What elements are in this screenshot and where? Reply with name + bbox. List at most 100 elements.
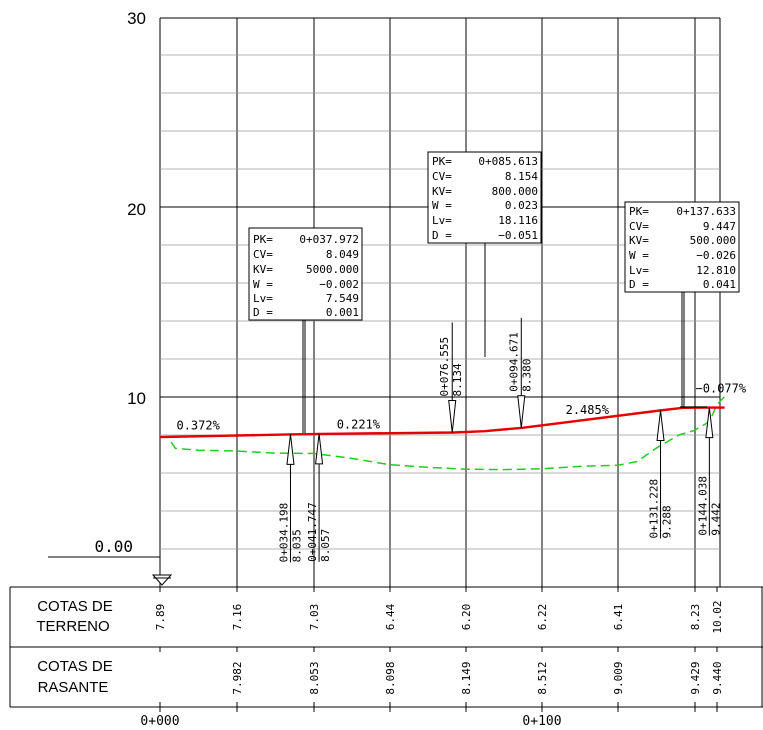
curve-key: W = — [253, 278, 273, 291]
curve-value: 0+085.613 — [478, 155, 538, 168]
curve-value: 0+137.633 — [676, 205, 736, 218]
curve-key: W = — [432, 199, 452, 212]
terreno-line — [159, 396, 726, 471]
terreno-value: 7.03 — [308, 604, 321, 631]
terreno-value: 10.02 — [711, 600, 724, 633]
terreno-value: 6.20 — [460, 604, 473, 631]
datum-triangle-icon — [151, 574, 173, 586]
station-label-100: 0+100 — [522, 714, 561, 729]
curve-key: W = — [629, 249, 649, 262]
curve-key: CV= — [629, 220, 649, 233]
curve-value: −0.051 — [498, 229, 538, 242]
curve-value: 9.447 — [703, 220, 736, 233]
point-station-label: 0+144.038 — [696, 476, 709, 536]
curve-value: 12.810 — [696, 264, 736, 277]
rasante-value: 7.982 — [231, 661, 244, 694]
point-station-label: 0+094.671 — [507, 332, 520, 392]
rasante-value: 8.053 — [308, 661, 321, 694]
curve-value: 500.000 — [690, 234, 736, 247]
curve-value: 800.000 — [492, 185, 538, 198]
vertical-curve-box-1: PK= 0+037.972 CV= 8.049 KV= 5000.000 W =… — [248, 227, 363, 321]
rasante-value: 9.429 — [689, 661, 702, 694]
point-arrow-icon — [705, 407, 714, 439]
point-cota-label: 9.442 — [709, 502, 722, 535]
points-layer: 0+034.198 8.035 0+041.747 8.057 0+076.555 8.1… — [277, 317, 722, 563]
row2-label-line1: COTAS DE — [37, 658, 113, 675]
curve-key: PK= — [629, 205, 649, 218]
row1-label-line2: TERRENO — [36, 618, 109, 635]
point-cota-label: 8.035 — [290, 529, 303, 562]
rasante-value: 9.009 — [612, 661, 625, 694]
curve-value: 18.116 — [498, 214, 538, 227]
vertical-curve-box-3: PK= 0+137.633 CV= 9.447 KV= 500.000 W = … — [624, 201, 740, 293]
rasante-value: 8.512 — [536, 661, 549, 694]
profile-point: 0+131.228 9.288 — [648, 410, 674, 539]
curve-value: 8.049 — [326, 248, 359, 261]
curve-key: D = — [253, 306, 273, 319]
curve-key: Lv= — [432, 214, 452, 227]
curve-value: 5000.000 — [306, 263, 359, 276]
row1-label-line1: COTAS DE — [37, 598, 113, 615]
point-arrow-icon — [286, 434, 295, 465]
curve-key: KV= — [253, 263, 273, 276]
point-arrow-icon — [315, 433, 324, 465]
point-cota-label: 9.288 — [661, 505, 674, 538]
point-station-label: 0+076.555 — [438, 337, 451, 397]
curve-key: KV= — [629, 234, 649, 247]
curve-key: CV= — [432, 170, 452, 183]
profile-point: 0+041.747 8.057 — [306, 433, 332, 562]
station-label-0: 0+000 — [140, 714, 179, 729]
profile-point: 0+034.198 8.035 — [277, 434, 303, 563]
rasante-line — [159, 406, 725, 439]
terreno-value: 7.16 — [231, 604, 244, 631]
terreno-value: 6.22 — [536, 604, 549, 631]
point-station-label: 0+034.198 — [277, 503, 290, 563]
point-cota-label: 8.134 — [451, 363, 464, 396]
curve-key: PK= — [253, 233, 273, 246]
plot-grid — [159, 17, 721, 587]
curve-key: D = — [629, 278, 649, 291]
curve-box-frame — [248, 227, 363, 321]
curve-value: 7.549 — [326, 292, 359, 305]
point-station-label: 0+131.228 — [648, 479, 661, 539]
curve-key: PK= — [432, 155, 452, 168]
rasante-value: 9.440 — [711, 661, 724, 694]
slope-label: −0.077% — [696, 381, 747, 395]
terreno-value: 8.23 — [689, 604, 702, 631]
point-arrow-icon — [656, 410, 665, 442]
curve-value: 0.023 — [505, 199, 538, 212]
vertical-curve-box-2: PK= 0+085.613 CV= 8.154 KV= 800.000 W = … — [427, 151, 542, 244]
slope-label: 2.485% — [566, 403, 610, 417]
minor-gridlines — [160, 54, 720, 588]
curve-key: KV= — [432, 185, 452, 198]
point-arrow-icon — [517, 395, 526, 428]
datum-label: 0.00 — [94, 537, 133, 556]
curve-box-frame — [624, 201, 740, 293]
curve-key: CV= — [253, 248, 273, 261]
slope-label: 0.372% — [176, 418, 220, 432]
table-values: 7.89 7.16 7.03 6.44 6.20 6.22 6.41 8.23 10.02 7.9… — [154, 587, 724, 695]
slope-label: 0.221% — [337, 417, 381, 431]
profile-point: 0+076.555 8.134 — [438, 322, 464, 433]
terreno-value: 7.89 — [154, 604, 167, 631]
point-cota-label: 8.057 — [319, 529, 332, 562]
rasante-value: 8.149 — [460, 661, 473, 694]
curve-value: 0.041 — [703, 278, 736, 291]
profile-point: 0+144.038 9.442 — [696, 407, 722, 536]
curve-value: −0.026 — [696, 249, 736, 262]
curve-key: D = — [432, 229, 452, 242]
profile-point: 0+094.671 8.380 — [507, 317, 533, 428]
point-cota-label: 8.380 — [520, 359, 533, 392]
y-tick-30: 30 — [127, 9, 146, 28]
curve-key: Lv= — [253, 292, 273, 305]
station-ticks — [159, 702, 718, 712]
rasante-value: 8.098 — [384, 661, 397, 694]
curve-value: 0.001 — [326, 306, 359, 319]
curve-key: Lv= — [629, 264, 649, 277]
y-tick-20: 20 — [127, 200, 146, 219]
point-station-label: 0+041.747 — [306, 502, 319, 562]
terreno-value: 6.44 — [384, 603, 397, 630]
curve-value: −0.002 — [319, 278, 359, 291]
curve-value: 8.154 — [505, 170, 538, 183]
